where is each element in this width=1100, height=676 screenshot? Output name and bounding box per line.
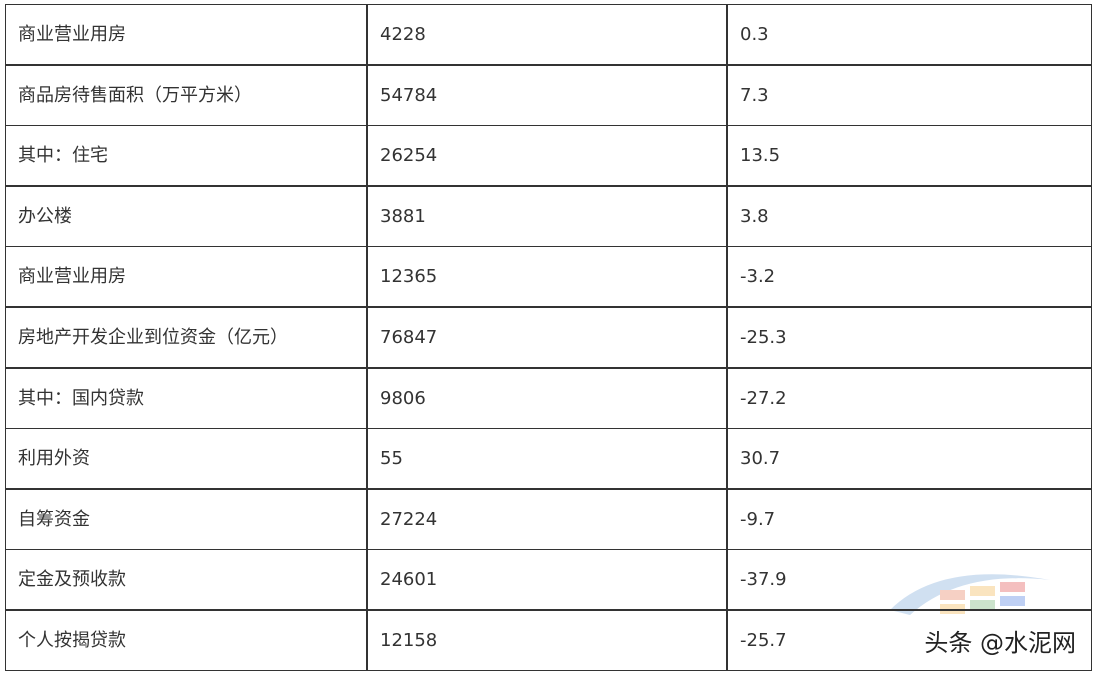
table-cell: -37.9 xyxy=(727,549,1092,611)
table-cell: 54784 xyxy=(367,64,727,126)
table-row: 利用外资 55 30.7 xyxy=(5,428,1092,490)
table-row: 自筹资金 27224 -9.7 xyxy=(5,488,1092,550)
table-cell: 9806 xyxy=(367,367,727,429)
table-cell: 26254 xyxy=(367,125,727,187)
table-cell: -9.7 xyxy=(727,488,1092,550)
table-cell: 利用外资 xyxy=(5,428,367,490)
watermark: 头条 @水泥网 xyxy=(920,623,1080,658)
table-cell: 30.7 xyxy=(727,428,1092,490)
table-cell: 其中：住宅 xyxy=(5,125,367,187)
table-cell: 7.3 xyxy=(727,64,1092,126)
table-row: 其中：住宅 26254 13.5 xyxy=(5,125,1092,187)
watermark-logo xyxy=(890,574,1050,615)
table-cell: -3.2 xyxy=(727,246,1092,308)
table-cell: 0.3 xyxy=(727,4,1092,65)
table-cell: 3881 xyxy=(367,185,727,247)
table-row: 其中：国内贷款 9806 -27.2 xyxy=(5,367,1092,429)
table-row: 商业营业用房 12365 -3.2 xyxy=(5,246,1092,308)
table-cell: 商品房待售面积（万平方米） xyxy=(5,64,367,126)
table-cell: 13.5 xyxy=(727,125,1092,187)
table-row: 个人按揭贷款 12158 -25.7 xyxy=(5,610,1092,671)
table-cell: 定金及预收款 xyxy=(5,549,367,611)
table-row: 房地产开发企业到位资金（亿元） 76847 -25.3 xyxy=(5,307,1092,368)
table-cell: 其中：国内贷款 xyxy=(5,367,367,429)
table-cell: -25.3 xyxy=(727,307,1092,368)
table-cell: 商业营业用房 xyxy=(5,4,367,65)
table-cell: 27224 xyxy=(367,488,727,550)
table-row: 定金及预收款 24601 -37.9 xyxy=(5,549,1092,611)
table-cell: 3.8 xyxy=(727,185,1092,247)
table-cell: -27.2 xyxy=(727,367,1092,429)
table-cell: 4228 xyxy=(367,4,727,65)
table-row: 办公楼 3881 3.8 xyxy=(5,185,1092,247)
table-row: 商业营业用房 4228 0.3 xyxy=(5,4,1092,65)
table-cell: 自筹资金 xyxy=(5,488,367,550)
table-cell: 房地产开发企业到位资金（亿元） xyxy=(5,307,367,368)
table-cell: 个人按揭贷款 xyxy=(5,610,367,671)
table-cell: -25.7 xyxy=(727,610,1092,671)
table-cell: 24601 xyxy=(367,549,727,611)
table-cell: 12365 xyxy=(367,246,727,308)
table-cell: 办公楼 xyxy=(5,185,367,247)
table-cell: 商业营业用房 xyxy=(5,246,367,308)
table-cell: 76847 xyxy=(367,307,727,368)
table-row: 商品房待售面积（万平方米） 54784 7.3 xyxy=(5,64,1092,126)
table-cell: 55 xyxy=(367,428,727,490)
table-cell: 12158 xyxy=(367,610,727,671)
